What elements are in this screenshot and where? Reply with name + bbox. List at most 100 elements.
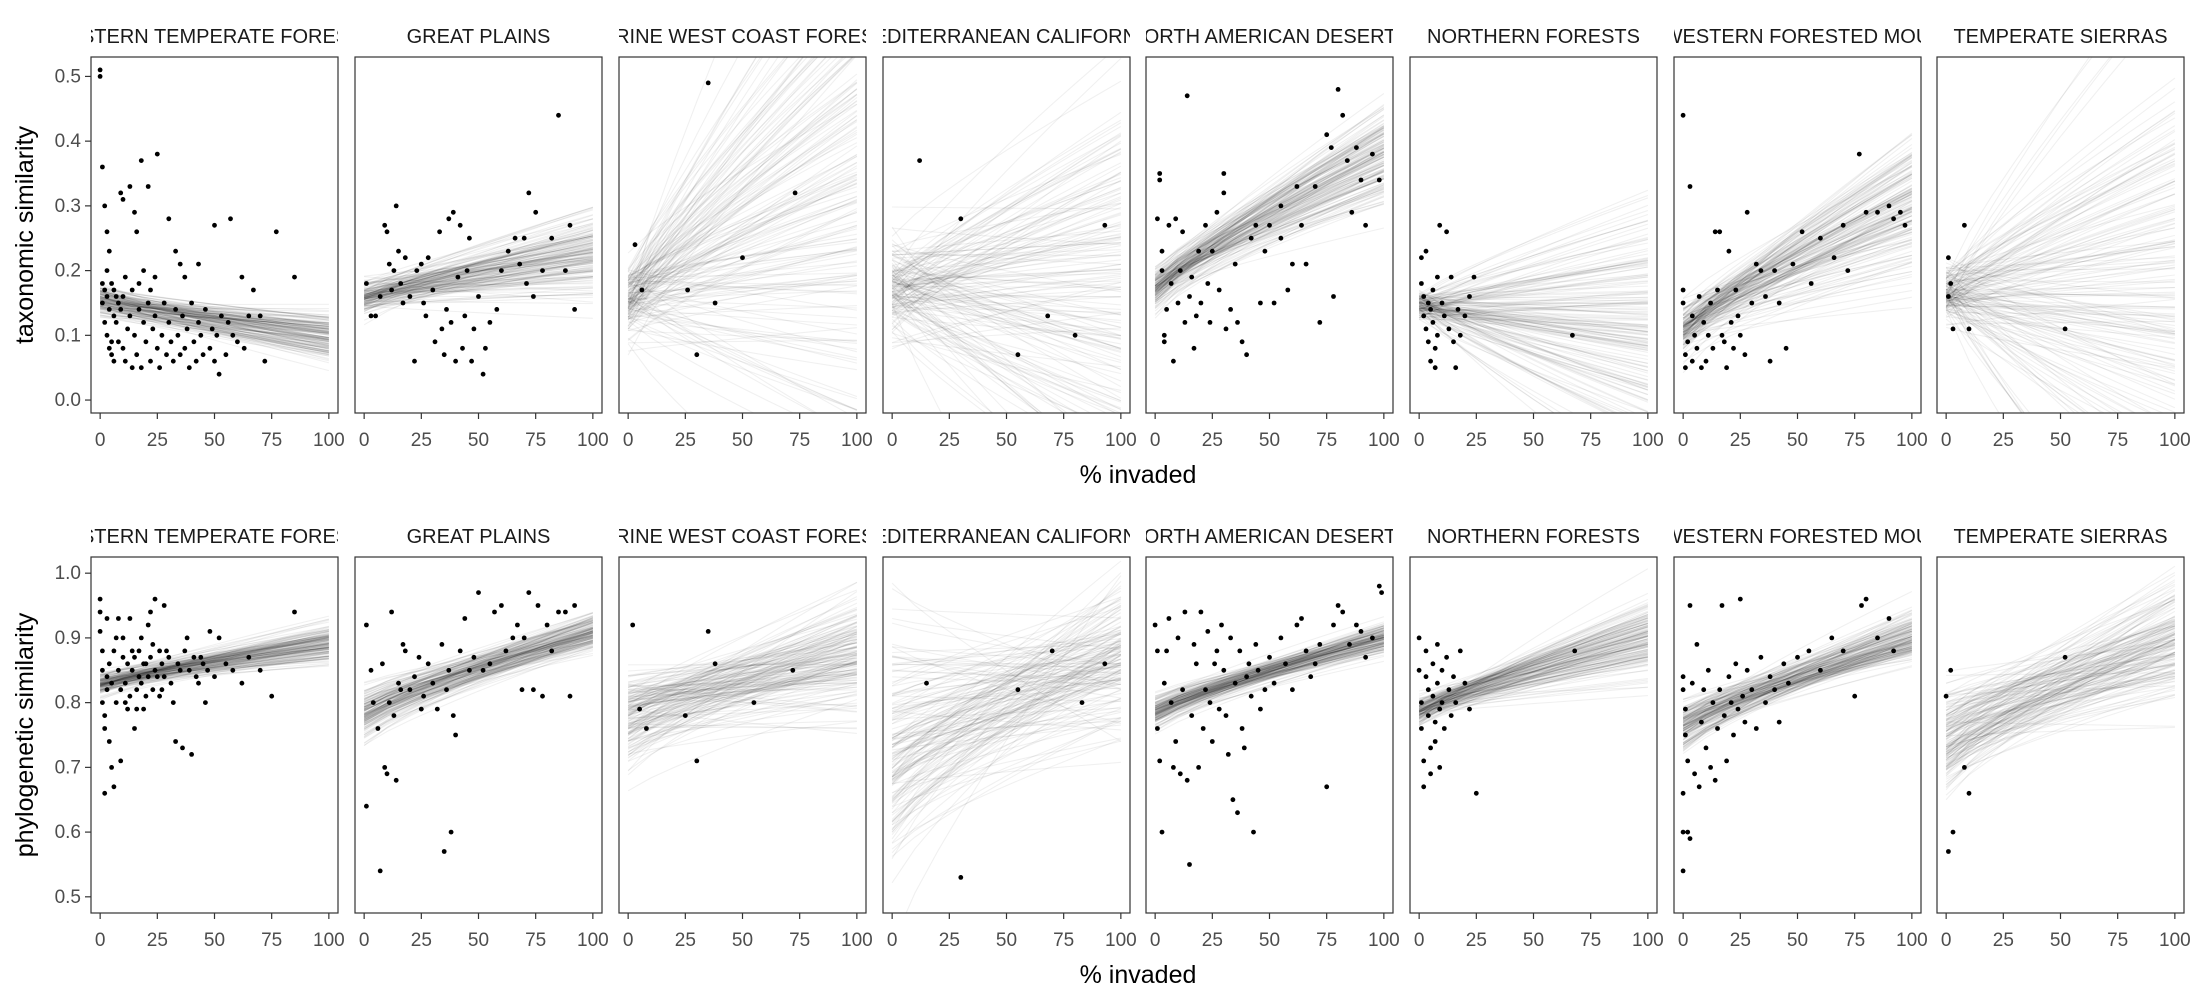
data-point	[1161, 332, 1167, 338]
posterior-line	[1945, 234, 2176, 303]
posterior-line	[363, 632, 594, 711]
posterior-line	[1154, 182, 1385, 288]
data-point	[457, 222, 463, 228]
posterior-line	[1945, 227, 2175, 278]
posterior-line	[1682, 648, 1913, 718]
posterior-line	[627, 661, 858, 740]
posterior-line	[627, 633, 858, 710]
posterior-line	[363, 639, 594, 724]
data-point	[132, 726, 137, 731]
posterior-line	[1945, 651, 2176, 728]
posterior-line	[1945, 618, 2176, 724]
x-tick-label: 50	[1787, 430, 1808, 451]
x-tick-label: 50	[468, 930, 489, 951]
data-point	[136, 281, 142, 286]
data-point	[1166, 222, 1172, 228]
data-point	[100, 300, 105, 306]
data-point	[1749, 687, 1755, 693]
data-point	[384, 229, 390, 235]
posterior-line	[891, 223, 1122, 316]
posterior-line	[1682, 623, 1913, 746]
posterior-line	[1154, 621, 1385, 709]
y-tick-label: 0.8	[55, 693, 81, 714]
posterior-line	[1682, 645, 1913, 729]
data-point	[116, 300, 121, 306]
posterior-line	[1418, 302, 1648, 347]
posterior-line	[1682, 641, 1913, 732]
data-point	[100, 281, 105, 286]
x-tick-label: 100	[313, 930, 345, 951]
strip-title: MEDITERRANEAN CALIFORNIA	[857, 26, 1157, 48]
data-point	[175, 332, 181, 338]
data-point	[109, 352, 114, 358]
posterior-line	[1945, 618, 2176, 725]
data-point	[705, 80, 711, 86]
x-tick-label: 100	[2159, 430, 2191, 451]
data-point	[393, 777, 399, 783]
posterior-line	[1154, 146, 1385, 293]
posterior-line	[1945, 281, 2071, 413]
data-point	[148, 609, 153, 615]
data-point	[515, 622, 520, 628]
data-point	[223, 661, 229, 667]
posterior-line	[627, 615, 858, 740]
posterior-line	[100, 296, 329, 329]
posterior-line	[1945, 579, 2176, 732]
posterior-line	[99, 302, 329, 349]
posterior-line	[1945, 689, 2176, 749]
posterior-line	[1154, 129, 1385, 280]
posterior-line	[1154, 634, 1385, 707]
posterior-line	[1418, 296, 1637, 413]
posterior-line	[1419, 686, 1648, 699]
data-point	[1232, 680, 1238, 686]
posterior-line	[364, 285, 593, 296]
data-point	[1708, 300, 1713, 306]
posterior-line	[627, 249, 857, 288]
posterior-line	[1945, 632, 2176, 760]
x-tick-label: 100	[1632, 930, 1664, 951]
data-point	[368, 313, 374, 319]
posterior-line	[627, 633, 858, 762]
posterior-line	[1945, 673, 2176, 732]
posterior-line	[1418, 625, 1649, 720]
posterior-line	[1682, 228, 1913, 346]
y-tick-label: 0.4	[55, 131, 82, 152]
posterior-line	[891, 662, 1122, 778]
posterior-line	[1682, 194, 1913, 310]
posterior-line	[1945, 300, 2176, 395]
data-point	[116, 667, 121, 673]
data-point	[1271, 680, 1277, 686]
posterior-line	[1154, 645, 1385, 715]
data-point	[1419, 726, 1424, 731]
posterior-line	[1154, 156, 1385, 289]
posterior-line	[1682, 613, 1913, 751]
posterior-line	[1945, 596, 2176, 791]
data-point	[180, 313, 185, 319]
posterior-line	[363, 259, 593, 296]
posterior-line	[627, 581, 858, 707]
posterior-line	[99, 313, 329, 357]
posterior-line	[891, 721, 1122, 826]
posterior-line	[627, 57, 739, 294]
posterior-line	[1154, 636, 1385, 716]
posterior-line	[627, 615, 858, 717]
posterior-line	[1418, 297, 1649, 386]
posterior-line	[1154, 632, 1385, 709]
posterior-line	[627, 668, 857, 710]
posterior-line	[1682, 211, 1913, 346]
posterior-line	[1945, 590, 2176, 751]
posterior-line	[99, 290, 329, 326]
posterior-line	[1154, 634, 1385, 701]
posterior-line	[100, 301, 329, 325]
posterior-line	[891, 671, 1121, 712]
posterior-line	[1682, 164, 1913, 353]
posterior-line	[99, 652, 329, 693]
posterior-line	[891, 286, 993, 413]
posterior-line	[627, 273, 857, 308]
data-point	[1155, 726, 1160, 731]
data-point	[476, 294, 481, 299]
posterior-line	[363, 627, 594, 703]
x-tick-label: 100	[1368, 930, 1400, 951]
posterior-line	[99, 308, 329, 341]
posterior-line	[892, 270, 1121, 288]
